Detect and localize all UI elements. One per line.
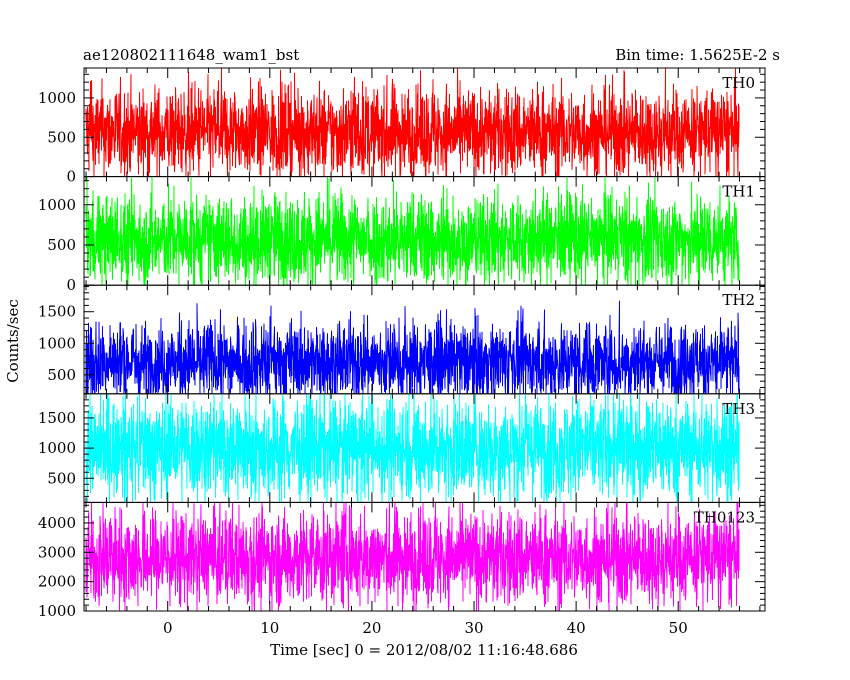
x-tick-label: 10 xyxy=(260,619,279,637)
y-tick-label: 4000 xyxy=(38,514,76,532)
x-tick-label: 0 xyxy=(163,619,173,637)
y-tick-label: 1000 xyxy=(38,334,76,352)
x-tick-label: 50 xyxy=(669,619,688,637)
series-line-th2 xyxy=(85,300,740,396)
panel-th2: 500 1000 1500 TH2 xyxy=(38,284,766,396)
panel-th1: 0 500 1000 TH1 xyxy=(38,176,766,294)
panel-th0: 0 500 1000 TH0 xyxy=(38,67,766,186)
x-axis-label: Time [sec] 0 = 2012/08/02 11:16:48.686 xyxy=(270,641,578,659)
bin-time-label: Bin time: 1.5625E-2 s xyxy=(615,46,780,64)
series-line-th1 xyxy=(85,176,740,286)
y-tick-label: 500 xyxy=(47,366,76,384)
y-tick-label: 500 xyxy=(47,128,76,146)
x-tick-label: 40 xyxy=(567,619,586,637)
panel-th0123: 1000 2000 3000 4000 TH0123 xyxy=(38,501,766,620)
x-tick-label: 30 xyxy=(464,619,483,637)
y-axis-label: Counts/sec xyxy=(4,299,22,383)
y-tick-label: 500 xyxy=(47,469,76,487)
panel-label-th3: TH3 xyxy=(722,400,755,418)
y-tick-label: 1000 xyxy=(38,439,76,457)
y-tick-label: 0 xyxy=(66,276,76,294)
y-tick-label: 1000 xyxy=(38,196,76,214)
series-line-th3 xyxy=(85,393,740,503)
series-line-th0 xyxy=(85,67,740,177)
panel-label-th2: TH2 xyxy=(722,291,755,309)
panel-frame xyxy=(83,501,766,612)
y-tick-label: 1000 xyxy=(38,602,76,620)
series-line-th0123 xyxy=(85,502,740,612)
y-tick-label: 2000 xyxy=(38,573,76,591)
y-tick-label: 3000 xyxy=(38,543,76,561)
y-tick-label: 1500 xyxy=(38,409,76,427)
panel-label-th0: TH0 xyxy=(722,74,755,92)
panels-group: 05001000TH005001000TH150010001500TH25001… xyxy=(38,67,766,637)
y-tick-label: 500 xyxy=(47,236,76,254)
x-tick-label: 20 xyxy=(362,619,381,637)
y-tick-label: 0 xyxy=(66,168,76,186)
y-tick-label: 1500 xyxy=(38,303,76,321)
y-tick-label: 1000 xyxy=(38,89,76,107)
chart-title: ae120802111648_wam1_bst xyxy=(83,46,299,64)
panel-label-th1: TH1 xyxy=(722,183,755,201)
panel-th3: 500 1000 1500 TH3 xyxy=(38,393,766,503)
panel-label-th0123: TH0123 xyxy=(694,508,755,526)
